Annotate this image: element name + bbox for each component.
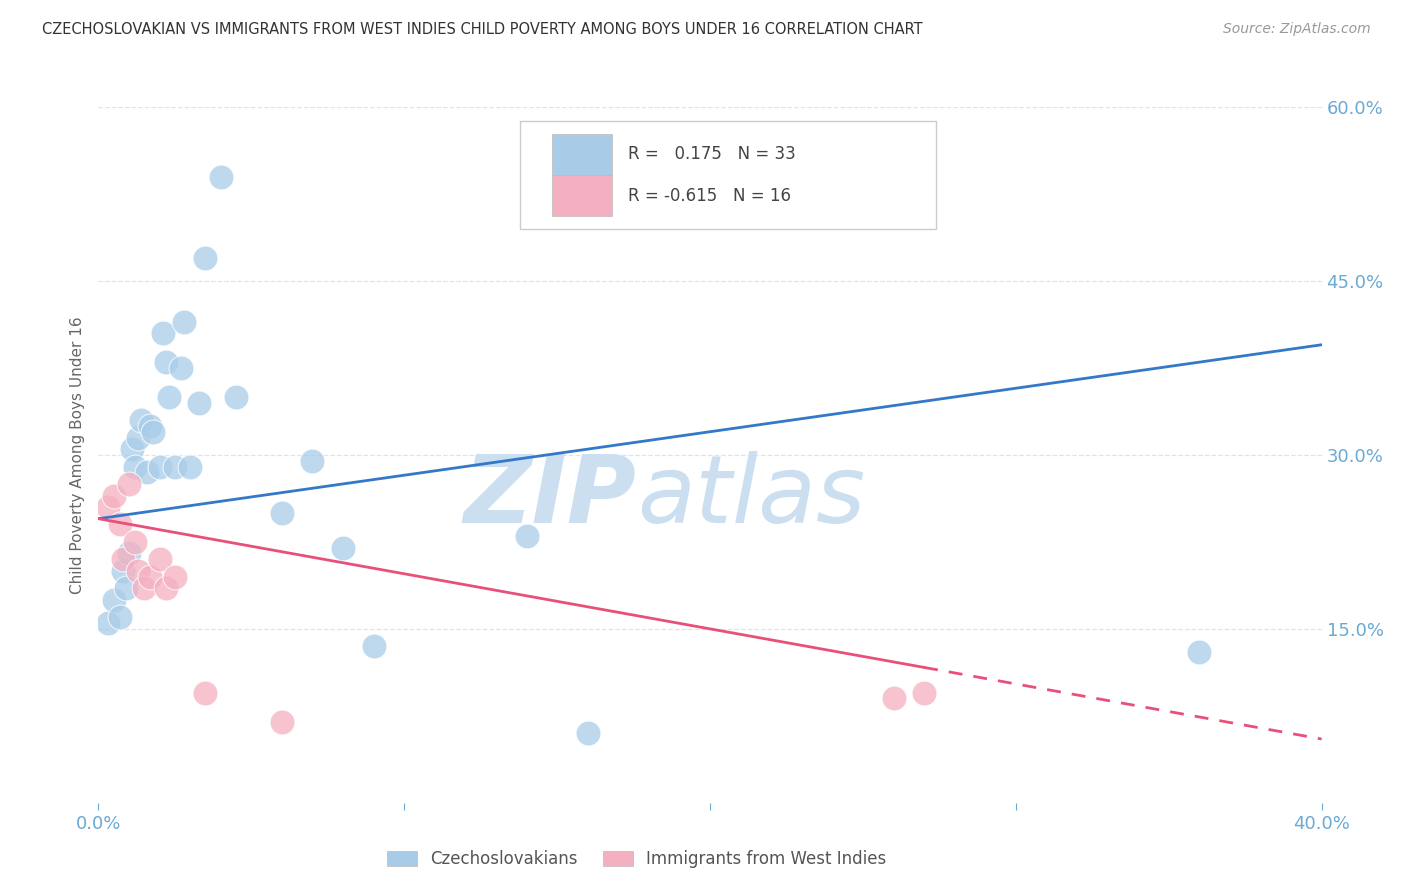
- FancyBboxPatch shape: [553, 175, 612, 216]
- Legend: Czechoslovakians, Immigrants from West Indies: Czechoslovakians, Immigrants from West I…: [380, 843, 893, 874]
- Point: [173, 314, 195, 328]
- Point: [363, 639, 385, 653]
- Point: [576, 726, 599, 740]
- Point: [301, 453, 323, 467]
- FancyBboxPatch shape: [520, 121, 936, 229]
- Point: [108, 610, 131, 624]
- Point: [155, 355, 177, 369]
- Point: [163, 459, 186, 474]
- Point: [136, 466, 159, 480]
- Point: [225, 390, 247, 404]
- Point: [170, 360, 193, 375]
- Point: [108, 517, 131, 532]
- Point: [194, 685, 217, 699]
- Point: [179, 459, 201, 474]
- Point: [124, 459, 146, 474]
- Point: [142, 425, 165, 439]
- Y-axis label: Child Poverty Among Boys Under 16: Child Poverty Among Boys Under 16: [69, 316, 84, 594]
- Point: [149, 552, 172, 566]
- Text: ZIP: ZIP: [464, 450, 637, 542]
- Point: [209, 169, 232, 184]
- Point: [1188, 645, 1211, 659]
- Point: [152, 326, 174, 340]
- Point: [111, 552, 134, 566]
- Point: [103, 489, 125, 503]
- Point: [97, 500, 120, 514]
- Point: [157, 390, 180, 404]
- Point: [163, 569, 186, 583]
- Point: [127, 564, 149, 578]
- Point: [124, 534, 146, 549]
- Point: [730, 193, 752, 207]
- Point: [111, 564, 134, 578]
- Point: [516, 529, 538, 543]
- Text: atlas: atlas: [637, 451, 865, 542]
- Point: [115, 582, 138, 596]
- Text: Source: ZipAtlas.com: Source: ZipAtlas.com: [1223, 22, 1371, 37]
- Point: [121, 442, 143, 456]
- Point: [103, 592, 125, 607]
- Point: [270, 506, 292, 520]
- Text: R = -0.615   N = 16: R = -0.615 N = 16: [628, 186, 792, 204]
- Point: [194, 251, 217, 265]
- Point: [149, 459, 172, 474]
- Point: [332, 541, 354, 555]
- Point: [134, 582, 156, 596]
- Point: [97, 615, 120, 630]
- Point: [155, 582, 177, 596]
- Text: CZECHOSLOVAKIAN VS IMMIGRANTS FROM WEST INDIES CHILD POVERTY AMONG BOYS UNDER 16: CZECHOSLOVAKIAN VS IMMIGRANTS FROM WEST …: [42, 22, 922, 37]
- Point: [118, 476, 141, 491]
- Point: [127, 430, 149, 444]
- Point: [270, 714, 292, 729]
- Point: [883, 691, 905, 706]
- Point: [139, 418, 162, 433]
- Point: [129, 413, 152, 427]
- Point: [912, 685, 935, 699]
- FancyBboxPatch shape: [553, 134, 612, 175]
- Text: R =   0.175   N = 33: R = 0.175 N = 33: [628, 145, 796, 163]
- Point: [139, 569, 162, 583]
- Point: [188, 396, 211, 410]
- Point: [118, 546, 141, 561]
